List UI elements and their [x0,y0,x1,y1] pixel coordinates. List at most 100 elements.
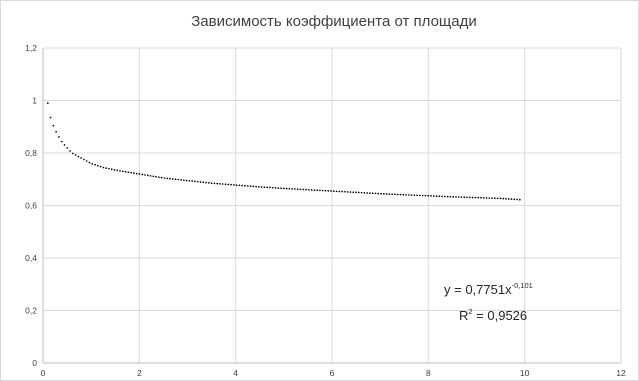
data-point [216,182,219,185]
data-point [419,194,421,197]
data-point [330,190,332,192]
data-point [463,196,466,199]
data-point [58,136,60,138]
y-tick-label: 0,2 [25,306,37,316]
data-point [130,171,132,174]
data-point [80,157,82,159]
data-point [285,187,288,190]
data-point [77,155,80,158]
data-point [366,192,368,194]
data-point [505,197,507,200]
data-point [252,185,255,188]
data-point [83,158,85,161]
data-point [257,185,260,188]
x-tick-label: 0 [41,368,46,378]
data-point [110,168,113,171]
data-point [452,196,455,198]
data-point [296,188,299,191]
data-point [471,196,474,199]
data-point [355,191,357,194]
data-point [294,188,296,190]
data-point [488,197,491,199]
data-point [305,188,307,191]
x-tick-labels: 0 2 4 6 8 10 12 [41,368,626,378]
data-point [302,188,305,191]
data-point [396,193,399,196]
data-point [482,197,485,199]
data-point [52,124,55,127]
data-point [210,182,213,185]
data-point [485,197,488,199]
r-squared-base: R [459,308,468,323]
data-point [205,181,207,184]
data-point [282,187,285,190]
data-point [119,169,121,172]
data-point [224,183,227,186]
data-point [424,194,427,197]
data-point [346,191,349,193]
data-point [388,193,391,195]
data-point [74,154,77,156]
data-point [202,181,205,184]
data-point [185,179,188,182]
data-point [394,193,396,196]
data-point [221,183,224,185]
data-point [219,182,221,185]
data-point [516,198,518,201]
data-point [105,167,107,169]
x-tick-label: 10 [520,368,530,378]
data-point [121,170,124,173]
data-point [299,188,302,191]
y-tick-label: 1,2 [25,43,37,53]
data-point [135,172,138,175]
trendline-equation-exponent: -0,101 [512,281,533,290]
data-point [352,191,355,194]
data-point [491,197,493,199]
data-point [410,194,413,196]
data-point [155,175,157,178]
data-point [510,198,513,201]
data-point [127,171,130,174]
data-point [416,194,418,197]
data-point [369,192,371,194]
chart-title: Зависимость коэффициента от площади [191,13,476,30]
data-point [519,198,521,201]
data-point [455,196,457,198]
data-point [133,172,135,174]
data-point [166,177,169,180]
data-point [310,189,313,191]
data-point [188,179,191,182]
data-point [477,196,480,199]
y-tick-label: 0 [32,358,37,368]
data-point [208,182,210,184]
data-point [46,102,49,104]
data-point [94,163,96,166]
data-point [233,184,235,186]
data-point [199,181,202,183]
data-point [230,183,232,186]
data-point [344,190,346,193]
x-tick-label: 2 [137,368,142,378]
data-point [469,196,471,199]
data-point [413,194,416,197]
data-point [291,188,294,190]
data-point [332,190,335,193]
data-point [427,194,430,197]
data-point [85,160,88,162]
data-point [374,192,377,195]
data-point [363,191,366,194]
data-point [421,194,424,197]
data-point [113,169,116,171]
data-point [324,189,327,192]
data-point [124,170,127,173]
data-point [399,193,402,196]
gridlines [43,47,622,363]
data-point [152,175,155,178]
trendline-r-squared: R2 = 0,9526 [459,307,527,323]
data-point [96,164,99,167]
data-point [405,193,407,196]
data-point [357,191,360,194]
data-point [269,186,271,189]
trendline-equation: y = 0,7751x-0,101 [444,281,533,297]
data-point [507,198,510,200]
